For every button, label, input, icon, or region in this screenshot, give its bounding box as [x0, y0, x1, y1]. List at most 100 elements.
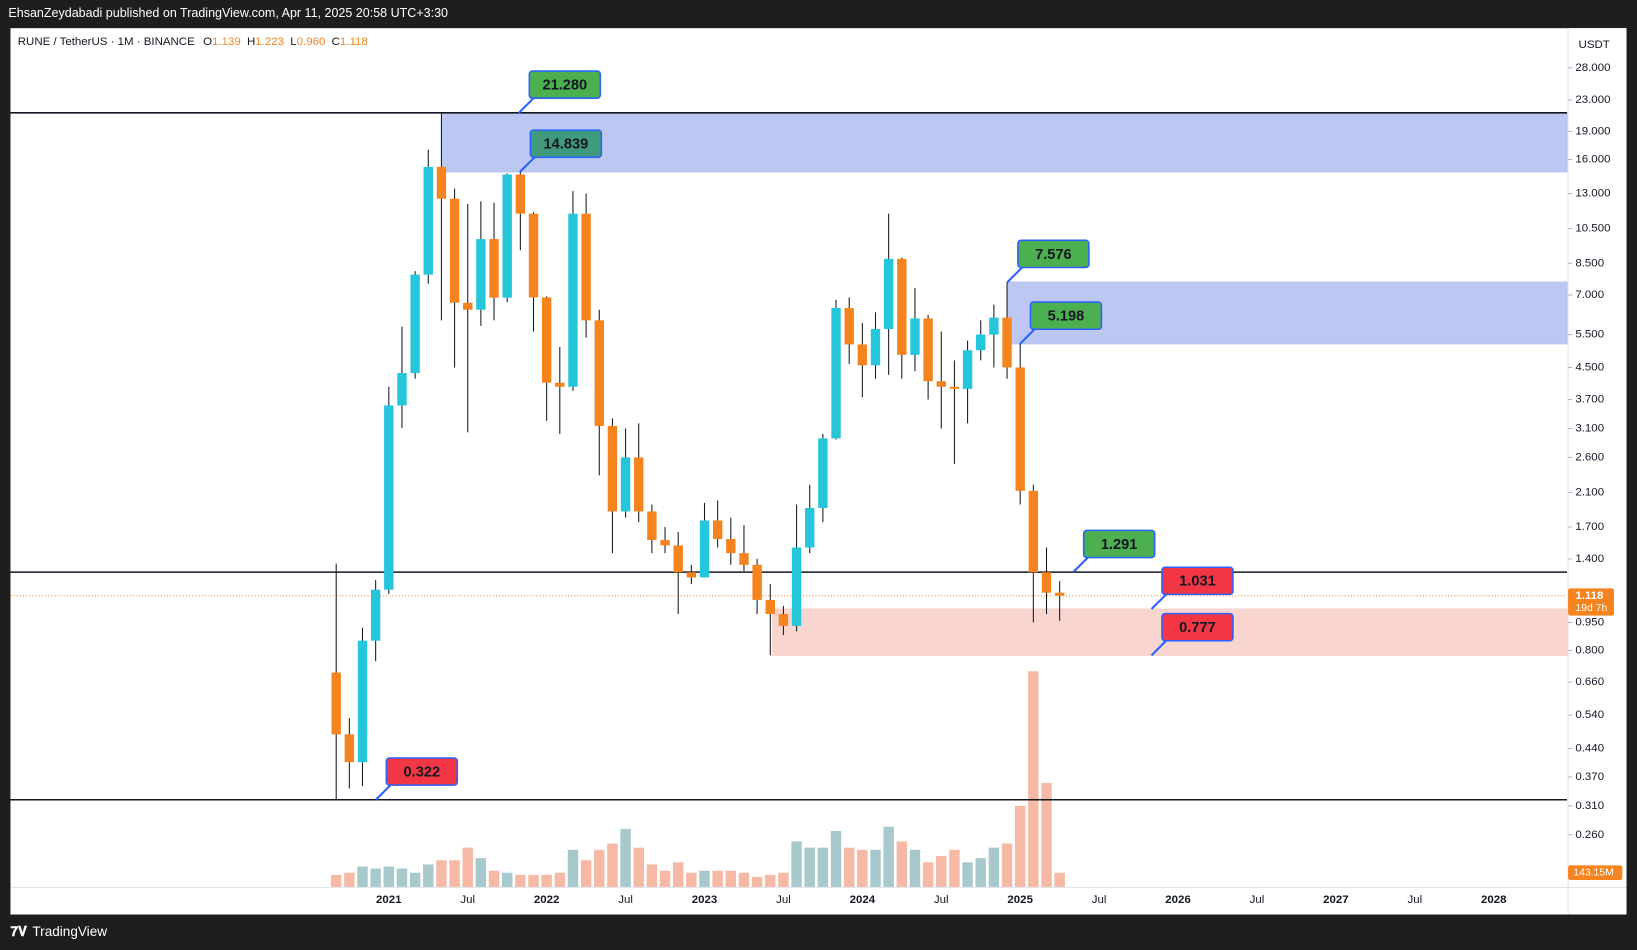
y-tick-label: 7.000 — [1575, 289, 1604, 301]
candle-body — [844, 307, 854, 345]
ohlc-key: C — [332, 36, 340, 48]
volume-bar — [423, 864, 434, 888]
x-tick-label: Jul — [1250, 894, 1265, 906]
candle-body — [410, 274, 420, 374]
y-tick-label: 1.400 — [1575, 553, 1604, 565]
volume-bar — [988, 847, 1000, 888]
x-tick-label: Jul — [618, 894, 633, 906]
y-tick-label: 0.440 — [1575, 743, 1604, 755]
x-tick-label: 2024 — [850, 894, 876, 906]
y-tick-label: 13.000 — [1575, 188, 1610, 200]
volume-bar — [449, 860, 460, 888]
candle-body — [528, 213, 539, 298]
volume-bar — [817, 847, 829, 888]
candle-body — [568, 213, 578, 387]
y-tick-label: 3.700 — [1575, 394, 1604, 406]
candle-body — [370, 589, 381, 641]
annotation-box — [1029, 301, 1103, 331]
annotation-label: 14.839 — [544, 137, 589, 153]
candle-body — [384, 405, 394, 590]
volume-tag-label: 143.15M — [1573, 867, 1614, 878]
candle-body — [489, 239, 499, 298]
last-price-tag — [1568, 588, 1614, 616]
candle-body — [857, 344, 868, 366]
x-tick-label: Jul — [934, 894, 949, 906]
volume-bar — [896, 841, 908, 888]
candle-body — [1054, 592, 1065, 596]
candle-body — [686, 572, 697, 578]
ohlc-key: L — [290, 36, 296, 48]
candle-body — [357, 640, 368, 763]
x-tick-label: 2027 — [1323, 894, 1349, 906]
price-annotation: 1.031 — [1150, 566, 1234, 610]
annotation-box — [1082, 529, 1156, 559]
candle-body — [436, 166, 447, 199]
volume-bar — [765, 874, 776, 888]
candle-body — [620, 457, 631, 512]
y-tick-label: 16.000 — [1575, 154, 1610, 166]
candle-body — [778, 614, 789, 626]
symbol: RUNE / TetherUS · 1M · BINANCE — [18, 36, 195, 48]
volume-bar — [409, 872, 421, 888]
candle-body — [344, 734, 355, 763]
candle-body — [870, 329, 881, 366]
volume-bar — [633, 847, 644, 888]
candle-body — [1028, 490, 1039, 573]
x-tick-label: 2021 — [376, 894, 402, 906]
candle-body — [818, 438, 828, 508]
x-tick-label: Jul — [460, 894, 475, 906]
volume-bar — [528, 874, 539, 888]
price-annotation: 0.777 — [1150, 612, 1234, 657]
volume-bar — [488, 870, 500, 888]
volume-bar — [672, 862, 684, 888]
x-tick-label: Jul — [1092, 894, 1107, 906]
volume-bar — [567, 849, 579, 888]
volume-bar — [949, 849, 960, 888]
y-tick-label: 0.310 — [1575, 800, 1604, 812]
candle-body — [660, 540, 670, 546]
countdown: 19d 7h — [1575, 603, 1607, 614]
candle-body — [739, 553, 749, 565]
annotation-box — [385, 757, 459, 786]
ohlc-key: H — [247, 36, 255, 48]
y-tick-label: 0.260 — [1575, 829, 1604, 841]
footer-logo: 𝟕𝐕 TradingView — [10, 924, 107, 939]
x-tick-label: 2023 — [692, 894, 718, 906]
volume-bar — [857, 849, 868, 888]
candle-body — [594, 320, 604, 426]
price-annotation: 0.322 — [375, 757, 459, 801]
volume-bar — [975, 858, 986, 888]
candle-body — [989, 317, 999, 335]
candle-body — [634, 457, 644, 512]
annotation-box — [1017, 239, 1090, 269]
x-tick-label: Jul — [1407, 894, 1422, 906]
volume-bar — [396, 868, 408, 888]
annotation-box — [529, 129, 603, 159]
candle-body — [607, 425, 618, 512]
annotation-label: 7.576 — [1035, 247, 1072, 263]
price-annotation: 21.280 — [518, 70, 602, 114]
volume-bar — [778, 872, 789, 888]
y-tick-label: 0.950 — [1575, 616, 1604, 628]
volume-bar — [1054, 872, 1065, 888]
candle-body — [515, 174, 526, 214]
volume-bar — [870, 849, 881, 888]
candle-body — [1015, 367, 1025, 491]
y-tick-label: 2.600 — [1575, 451, 1604, 463]
volume-bar — [330, 874, 342, 888]
y-tick-label: 2.100 — [1575, 486, 1604, 498]
volume-bar — [804, 847, 815, 888]
volume-bar — [357, 866, 368, 888]
candle-body — [976, 334, 986, 351]
candle-body — [647, 511, 657, 541]
header: EhsanZeydabadi published on TradingView.… — [8, 6, 448, 20]
price-annotation: 14.839 — [519, 129, 603, 173]
candle-body — [397, 373, 407, 406]
volume-bar — [541, 874, 552, 888]
annotation-label: 1.291 — [1101, 537, 1138, 553]
candle-body — [463, 302, 473, 310]
annotation-label: 5.198 — [1048, 309, 1085, 325]
volume-bar — [370, 868, 381, 888]
candle-body — [476, 239, 486, 310]
